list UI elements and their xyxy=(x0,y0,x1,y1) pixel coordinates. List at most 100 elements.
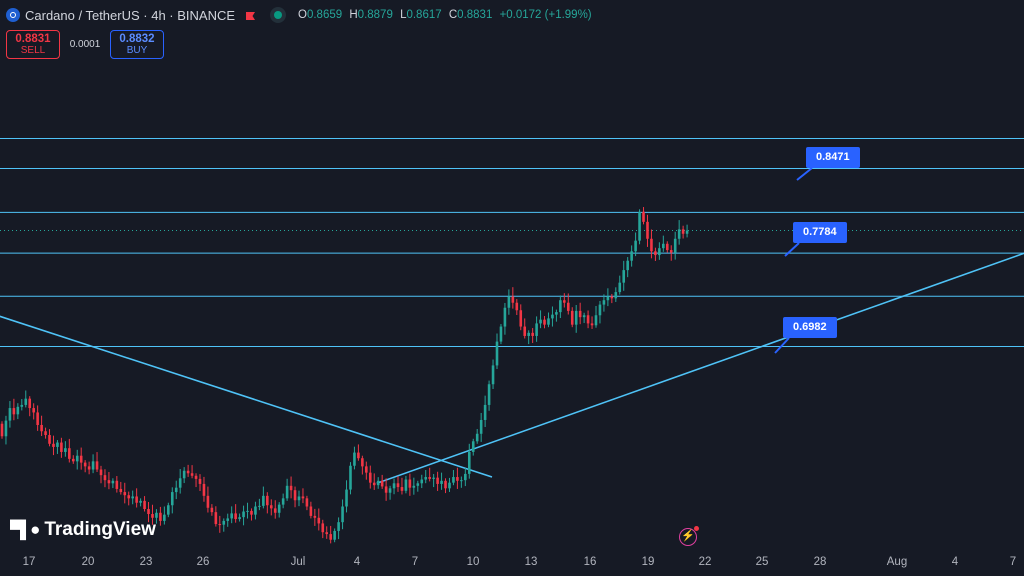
candle-body xyxy=(658,248,661,256)
x-tick-label: 23 xyxy=(139,556,153,568)
candle-body xyxy=(115,480,119,489)
candle-body xyxy=(210,507,214,513)
sell-price: 0.8831 xyxy=(15,32,51,45)
candle-body xyxy=(333,530,336,540)
candle-body xyxy=(487,384,491,405)
candle-body xyxy=(669,250,673,253)
candle-body xyxy=(190,473,194,476)
candle-body xyxy=(198,478,202,484)
candle-body xyxy=(289,485,293,491)
candle-body xyxy=(297,496,301,501)
candle-body xyxy=(151,514,154,518)
candle-body xyxy=(214,512,218,525)
x-tick-label: Jul xyxy=(290,556,306,568)
candle-body xyxy=(563,300,566,303)
candle-body xyxy=(313,515,317,518)
candle-body xyxy=(238,517,241,520)
ohlc-change: +0.0172 (+1.99%) xyxy=(499,9,592,21)
candle-body xyxy=(20,404,24,407)
price-tag-3[interactable]: 0.6982 xyxy=(783,317,837,338)
candle-body xyxy=(665,243,669,251)
candle-body xyxy=(392,483,396,489)
candle-body xyxy=(91,461,95,470)
candle-body xyxy=(167,505,170,515)
candle-body xyxy=(436,477,439,484)
candle-body xyxy=(64,448,67,452)
trendline-ascending[interactable] xyxy=(376,251,1024,485)
candle-body xyxy=(24,398,28,405)
x-tick-label: 10 xyxy=(466,556,480,568)
candle-body xyxy=(12,408,16,415)
x-tick-label: 7 xyxy=(1009,556,1017,568)
candle-body xyxy=(412,485,416,488)
price-tag-1[interactable]: 0.8471 xyxy=(806,147,860,168)
candle-body xyxy=(578,310,582,318)
candle-body xyxy=(277,504,281,513)
tradingview-logo[interactable]: ▀▌● TradingView xyxy=(10,519,156,541)
candle-body xyxy=(301,496,305,499)
candle-body xyxy=(539,319,542,324)
candle-body xyxy=(194,475,198,479)
candle-body xyxy=(400,487,404,491)
x-tick-label: 13 xyxy=(524,556,538,568)
candle-body xyxy=(178,478,182,488)
price-tag-2[interactable]: 0.7784 xyxy=(793,222,847,243)
candle-body xyxy=(234,513,237,520)
flash-icon[interactable]: ⚡ xyxy=(679,526,699,546)
buy-label: BUY xyxy=(126,44,148,56)
candle-body xyxy=(630,251,633,261)
candle-body xyxy=(491,365,495,385)
candle-body xyxy=(634,240,637,252)
ohlc-label-high: H xyxy=(349,9,358,21)
x-tick-label: 4 xyxy=(353,556,361,568)
candle-body xyxy=(384,486,388,493)
candle-body xyxy=(40,424,43,432)
candle-body xyxy=(4,420,8,437)
x-tick-label: 26 xyxy=(196,556,210,568)
ohlc-value-open: 0.8659 xyxy=(306,9,343,21)
candle-body xyxy=(515,302,519,311)
candle-body xyxy=(452,477,455,483)
candle-body xyxy=(246,510,249,512)
trendline-descending[interactable] xyxy=(0,314,493,478)
buy-button[interactable]: 0.8832 BUY xyxy=(110,30,164,59)
candle-body xyxy=(428,477,431,479)
candle-body xyxy=(602,300,606,305)
sell-button[interactable]: 0.8831 SELL xyxy=(6,30,60,59)
candle-body xyxy=(293,490,297,501)
candle-body xyxy=(626,260,629,271)
symbol-title[interactable]: Cardano / TetherUS · 4h · BINANCE xyxy=(25,7,236,23)
candle-body xyxy=(135,496,138,503)
candle-body xyxy=(218,524,222,526)
eye-icon[interactable] xyxy=(270,7,287,23)
candle-body xyxy=(202,483,206,496)
candle-body xyxy=(16,406,20,415)
candle-body xyxy=(111,480,115,484)
candle-body xyxy=(75,455,79,462)
candle-body xyxy=(170,492,174,506)
candle-body xyxy=(511,296,515,303)
candle-body xyxy=(507,296,511,308)
candle-body xyxy=(404,479,408,491)
candle-body xyxy=(95,461,99,470)
candle-body xyxy=(650,238,653,252)
candle-body xyxy=(555,312,558,315)
tradingview-logo-icon: ▀▌● xyxy=(10,520,40,539)
candle-body xyxy=(372,482,376,486)
candle-body xyxy=(56,442,59,447)
candle-body xyxy=(353,452,356,466)
price-tag-pointer-2 xyxy=(774,337,790,354)
candle-body xyxy=(163,514,166,521)
candle-body xyxy=(357,452,360,459)
candle-body xyxy=(8,408,12,421)
candle-body xyxy=(325,532,329,535)
candle-body xyxy=(471,441,475,452)
candle-body xyxy=(329,534,332,540)
candle-body xyxy=(642,211,645,222)
candle-body xyxy=(254,506,257,515)
candle-body xyxy=(380,480,384,487)
flag-icon[interactable] xyxy=(245,10,256,21)
candle-body xyxy=(186,470,190,474)
x-tick-label: 4 xyxy=(951,556,959,568)
